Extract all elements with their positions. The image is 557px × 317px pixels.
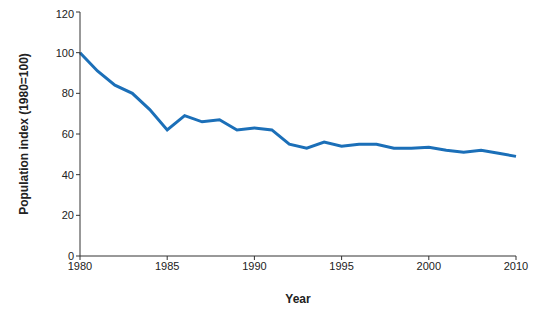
svg-text:Population index (1980=100): Population index (1980=100) [17, 53, 31, 215]
svg-text:0: 0 [68, 250, 74, 262]
svg-text:1990: 1990 [242, 260, 266, 272]
svg-text:1985: 1985 [155, 260, 179, 272]
svg-text:2000: 2000 [417, 260, 441, 272]
svg-text:80: 80 [62, 87, 74, 99]
svg-text:120: 120 [56, 8, 74, 20]
svg-text:1980: 1980 [67, 259, 93, 272]
svg-text:20: 20 [62, 209, 74, 221]
svg-text:2010: 2010 [504, 260, 528, 272]
svg-text:40: 40 [62, 169, 74, 181]
svg-text:100: 100 [56, 47, 74, 59]
svg-text:Year: Year [285, 292, 311, 306]
svg-text:1995: 1995 [329, 260, 353, 272]
svg-text:60: 60 [62, 128, 74, 140]
